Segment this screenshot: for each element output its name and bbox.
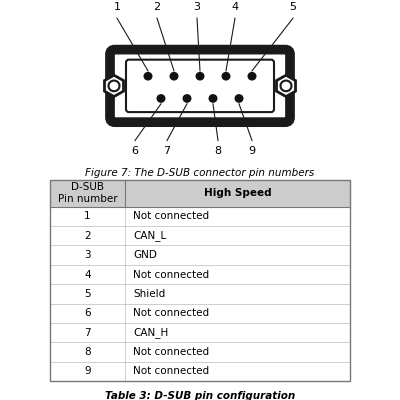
Text: 4: 4 bbox=[84, 270, 91, 280]
Text: 9: 9 bbox=[248, 146, 256, 156]
Circle shape bbox=[144, 72, 152, 80]
Bar bbox=[50, 180, 350, 381]
Text: 8: 8 bbox=[214, 146, 222, 156]
Text: Not connected: Not connected bbox=[133, 366, 209, 376]
Polygon shape bbox=[104, 75, 124, 96]
Text: GND: GND bbox=[133, 250, 157, 260]
Text: 7: 7 bbox=[164, 146, 170, 156]
Text: 9: 9 bbox=[84, 366, 91, 376]
Text: CAN_H: CAN_H bbox=[133, 327, 168, 338]
Text: 1: 1 bbox=[84, 212, 91, 222]
Text: Not connected: Not connected bbox=[133, 212, 209, 222]
Text: D-SUB
Pin number: D-SUB Pin number bbox=[58, 182, 117, 204]
Text: Not connected: Not connected bbox=[133, 347, 209, 357]
Polygon shape bbox=[276, 75, 296, 96]
Circle shape bbox=[170, 72, 178, 80]
Circle shape bbox=[234, 94, 244, 103]
Circle shape bbox=[108, 80, 120, 91]
FancyBboxPatch shape bbox=[126, 60, 274, 112]
FancyBboxPatch shape bbox=[110, 50, 290, 122]
Text: Figure 7: The D-SUB connector pin numbers: Figure 7: The D-SUB connector pin number… bbox=[85, 168, 315, 178]
Text: 4: 4 bbox=[232, 2, 238, 12]
Bar bbox=[50, 180, 350, 207]
Text: Table 3: D-SUB pin configuration: Table 3: D-SUB pin configuration bbox=[105, 390, 295, 400]
Text: 5: 5 bbox=[84, 289, 91, 299]
Text: 6: 6 bbox=[84, 308, 91, 318]
Text: 2: 2 bbox=[154, 2, 160, 12]
Text: CAN_L: CAN_L bbox=[133, 230, 166, 241]
Circle shape bbox=[196, 72, 204, 80]
Text: Shield: Shield bbox=[133, 289, 165, 299]
Text: Not connected: Not connected bbox=[133, 308, 209, 318]
Text: 8: 8 bbox=[84, 347, 91, 357]
Text: 3: 3 bbox=[84, 250, 91, 260]
Circle shape bbox=[208, 94, 218, 103]
Circle shape bbox=[248, 72, 256, 80]
Circle shape bbox=[156, 94, 166, 103]
Text: High Speed: High Speed bbox=[204, 188, 271, 198]
Text: 6: 6 bbox=[132, 146, 138, 156]
Circle shape bbox=[280, 80, 292, 91]
Text: 1: 1 bbox=[114, 2, 120, 12]
Circle shape bbox=[222, 72, 230, 80]
Text: Not connected: Not connected bbox=[133, 270, 209, 280]
Text: 7: 7 bbox=[84, 328, 91, 338]
Text: 3: 3 bbox=[194, 2, 200, 12]
Circle shape bbox=[182, 94, 192, 103]
Bar bbox=[50, 207, 350, 381]
Text: 5: 5 bbox=[290, 2, 296, 12]
Text: 2: 2 bbox=[84, 231, 91, 241]
